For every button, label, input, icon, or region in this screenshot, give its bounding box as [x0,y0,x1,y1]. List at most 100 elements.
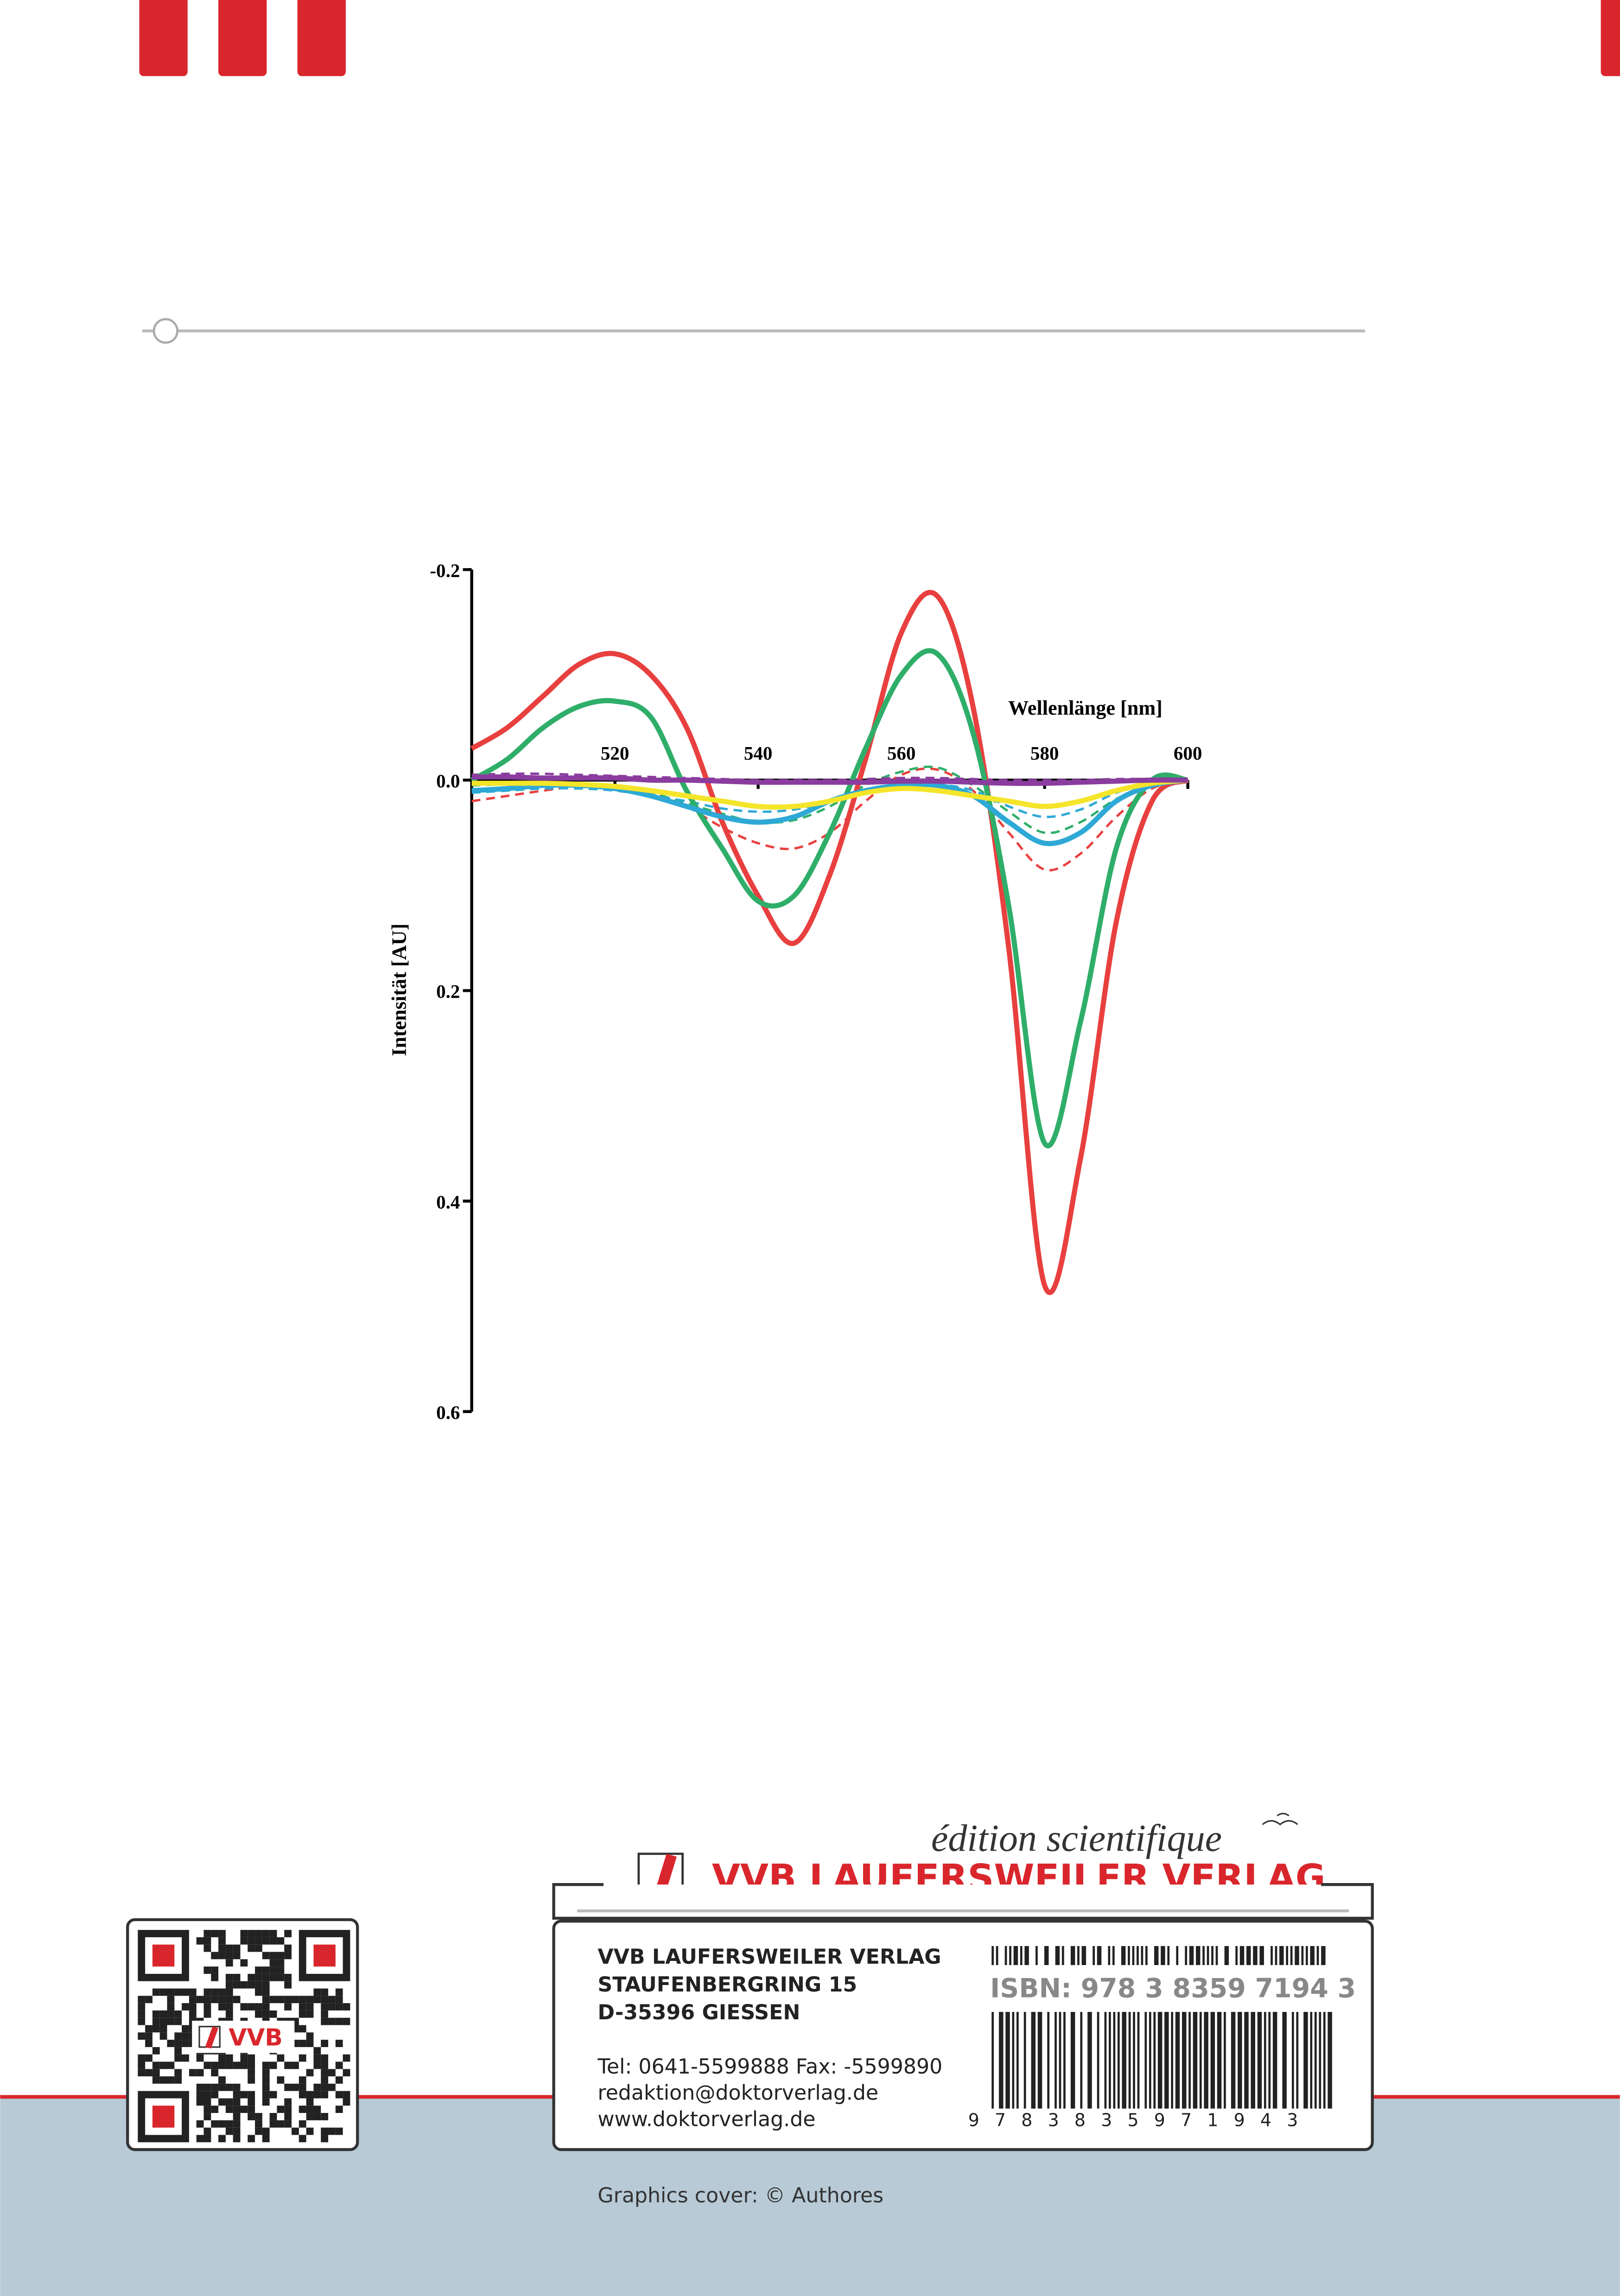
qr-cell [262,2010,270,2018]
qr-cell [225,2061,233,2069]
qr-cell [299,2025,306,2033]
qr-cell [248,2069,255,2077]
bar-stripe [1012,2012,1015,2109]
bar-stripe [1207,1946,1209,1965]
qr-cell [182,2003,189,2011]
bar-stripe [1070,1946,1075,1965]
qr-cell [138,2010,146,2018]
qr-cell [277,1973,285,1981]
address-line: STAUFENBERGRING 15 [597,1973,857,1997]
qr-cell [262,2127,270,2135]
bar-stripe [1182,2012,1187,2109]
bar-stripe [1188,2012,1191,2109]
bar-stripe [1251,2012,1255,2109]
qr-cell [167,1996,175,2004]
qr-cell [225,1988,233,1996]
bar-stripe [1193,2012,1198,2109]
qr-cell [196,2135,204,2143]
qr-cell [277,2054,285,2062]
qr-cell [145,2040,152,2047]
qr-cell [218,2003,226,2011]
qr-cell [167,2040,175,2047]
qr-cell [159,2076,167,2084]
qr-cell [211,1988,219,1996]
bar-stripe [1128,1946,1130,1965]
bar-stripe [1291,2012,1294,2109]
qr-cell [233,1981,241,1989]
qr-cell [218,2061,226,2069]
bar-stripe [1113,2012,1116,2109]
x-tick-label: 520 [601,742,629,764]
bar-stripe [1145,1946,1148,1965]
qr-cell [196,2083,204,2091]
bar-stripe [1310,2012,1313,2109]
bar-stripe [1264,2012,1266,2109]
qr-cell [284,1952,292,1960]
qr-cell [174,2076,182,2084]
qr-cell [145,2032,152,2040]
qr-cell [203,2061,211,2069]
bar-stripe [1272,2012,1277,2109]
bar-stripe [1290,1946,1293,1965]
qr-cell [299,2091,306,2099]
bar-stripe [1016,2012,1019,2109]
divider-knob [152,318,178,344]
qr-cell [255,1988,262,1996]
x-axis-label: Wellenlänge [nm] [1008,697,1163,719]
qr-cell [248,2135,255,2143]
qr-cell [225,2054,233,2062]
qr-cell [343,2003,350,2011]
qr-cell [269,2061,277,2069]
bar-stripe [1239,1946,1245,1965]
qr-cell [211,2091,219,2099]
bar-stripe [1081,1946,1086,1965]
qr-cell [284,1944,292,1952]
qr-cell [343,2069,350,2077]
qr-cell [284,2083,292,2091]
bar-stripe [1328,2012,1332,2109]
qr-cell [152,2047,160,2055]
qr-cell [248,1973,255,1981]
bar-stripe [1122,2012,1126,2109]
qr-cell [159,2010,167,2018]
qr-cell [167,1988,175,1996]
qr-cell [225,2003,233,2011]
qr-cell [255,2010,262,2018]
bar-stripe [1154,1946,1159,1965]
address-line: VVB LAUFERSWEILER VERLAG [597,1945,941,1969]
qr-cell [196,2091,204,2099]
qr-cell [277,1959,285,1967]
bar-stripe [1211,1946,1213,1965]
qr-cell [248,2003,255,2011]
qr-cell [182,2040,189,2047]
qr-cell [262,2003,270,2011]
bar-stripe [1224,1946,1229,1965]
qr-cell [269,2091,277,2099]
bar-stripe [1204,2012,1208,2109]
bar-stripe [1185,1946,1188,1965]
qr-cell [269,1996,277,2004]
qr-cell [203,2098,211,2106]
qr-cell [218,1952,226,1960]
qr-cell [145,2054,152,2062]
bar-stripe [1161,1946,1165,1965]
qr-cell [335,2061,343,2069]
qr-cell [167,2017,175,2025]
bar-stripe [1316,1946,1319,1965]
qr-cell [306,1996,314,2004]
y-tick-label: 0.2 [436,981,460,1002]
bar-stripe [1303,2012,1308,2109]
qr-cell [203,1930,211,1937]
qr-cell [321,2127,329,2135]
dashed-line [471,779,1188,818]
qr-cell [277,1952,285,1960]
qr-cell [152,2076,160,2084]
qr-cell [240,2091,248,2099]
dashed-line [471,767,1188,872]
qr-cell [138,2069,146,2077]
qr-cell [174,2017,182,2025]
bar-stripe [1275,1946,1277,1965]
bar-stripe [1117,2012,1120,2109]
bar-stripe [1087,2012,1092,2109]
qr-cell [321,2069,329,2077]
